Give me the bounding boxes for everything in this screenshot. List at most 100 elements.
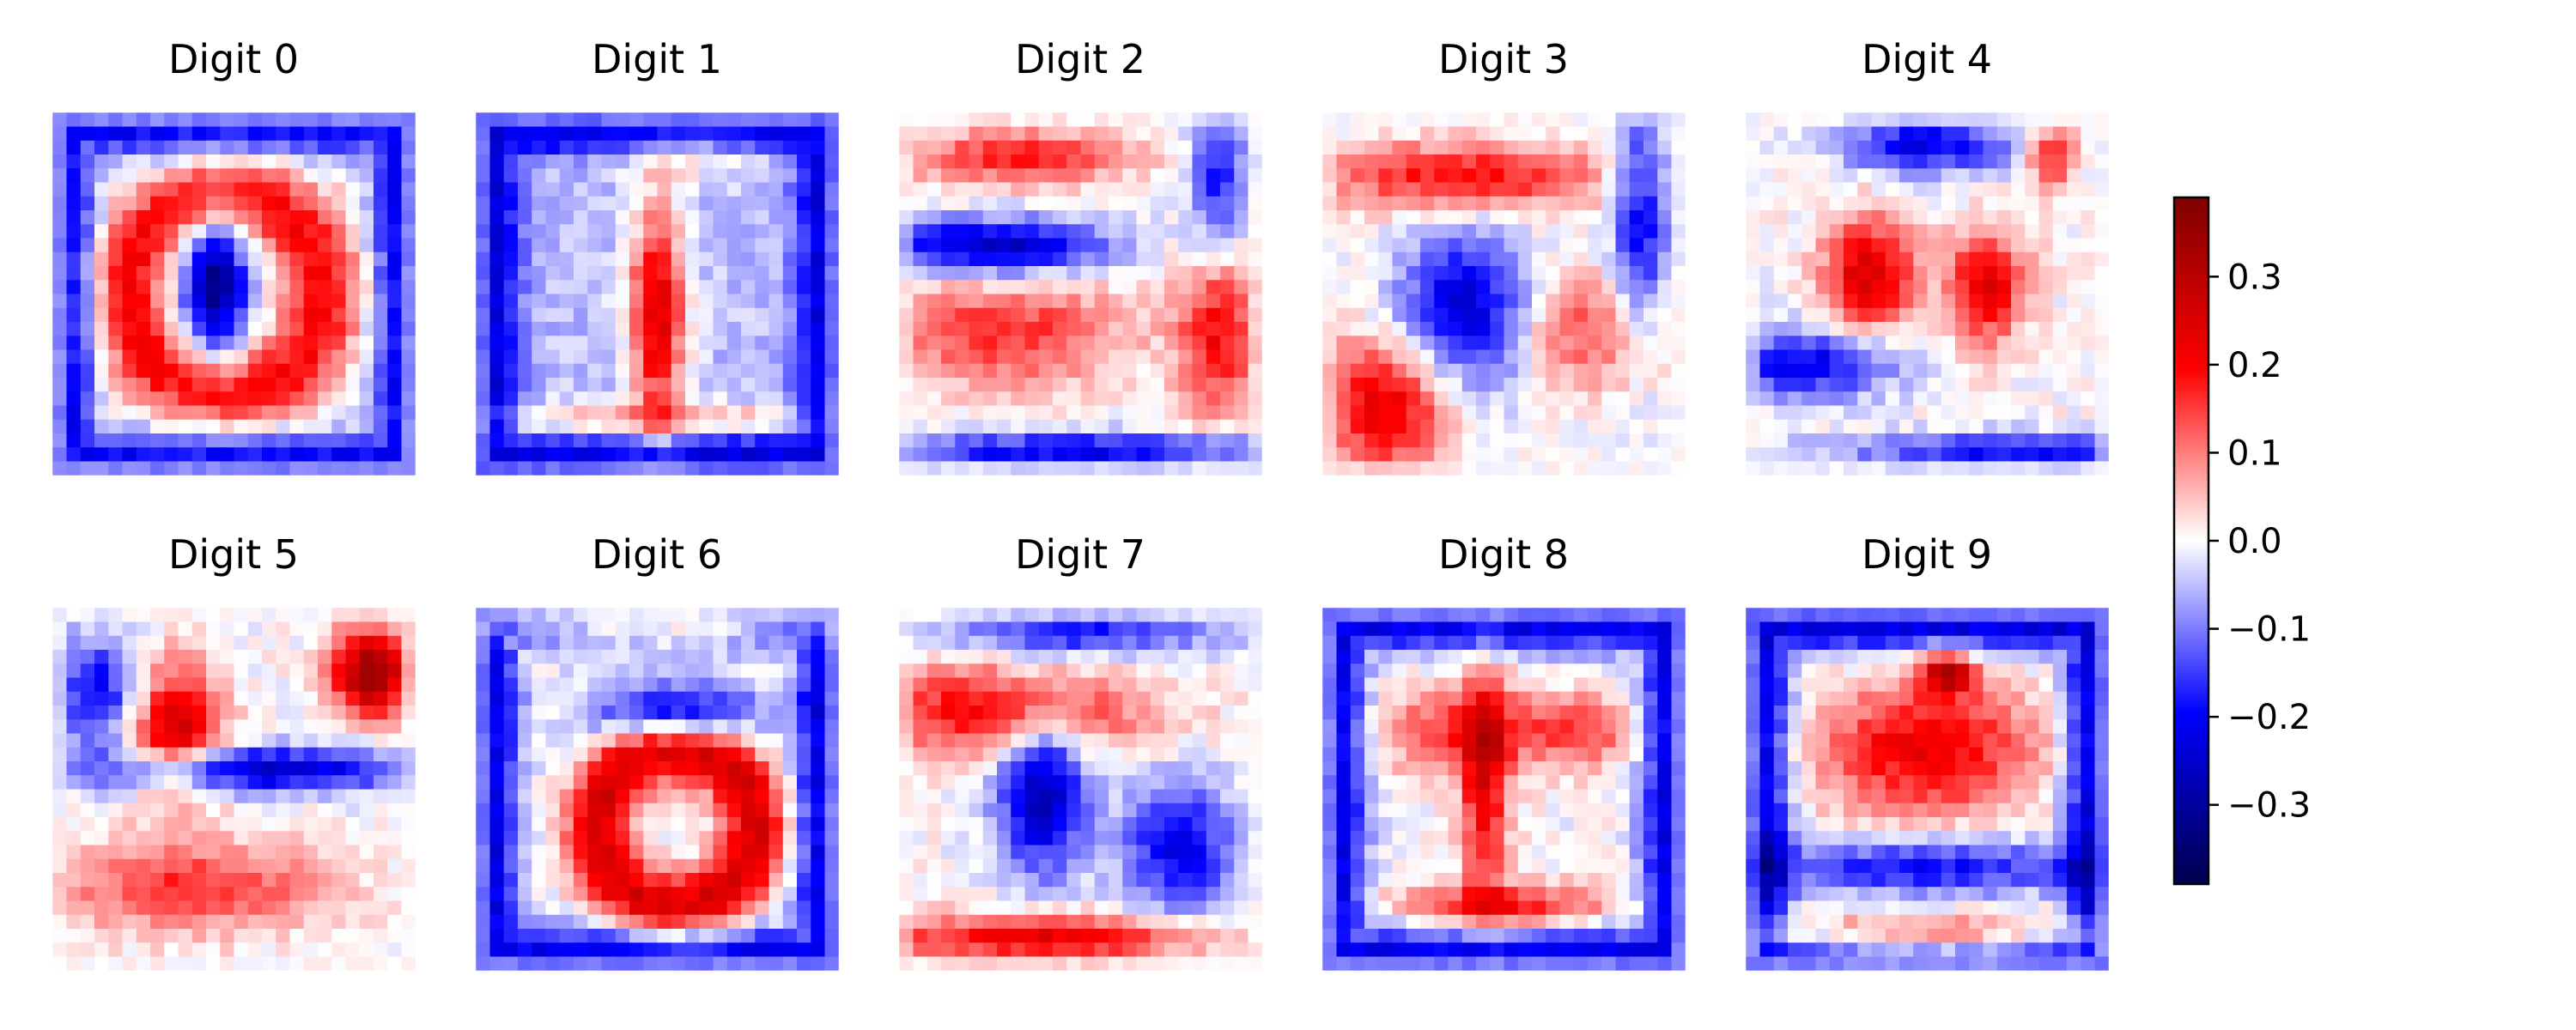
heatmap-cell xyxy=(713,378,728,392)
heatmap-cell xyxy=(1657,378,1673,392)
heatmap-cell xyxy=(462,706,477,720)
heatmap-cell xyxy=(741,154,756,169)
heatmap-cell xyxy=(1024,391,1040,407)
heatmap-cell xyxy=(726,608,742,623)
heatmap-cell xyxy=(108,112,124,128)
heatmap-cell xyxy=(885,349,900,365)
heatmap-cell xyxy=(755,196,770,211)
heatmap-cell xyxy=(955,210,970,225)
heatmap-cell xyxy=(39,761,53,776)
heatmap-cell xyxy=(318,238,332,253)
heatmap-cell xyxy=(629,349,644,365)
heatmap-cell xyxy=(178,99,193,113)
heatmap-cell xyxy=(164,419,179,434)
heatmap-cell xyxy=(726,307,742,323)
heatmap-cell xyxy=(797,182,811,197)
heatmap-cell xyxy=(276,475,291,490)
heatmap-cell xyxy=(2025,419,2040,434)
heatmap-cell xyxy=(824,224,840,239)
heatmap-cell xyxy=(1532,322,1546,336)
heatmap-cell xyxy=(289,251,305,267)
heatmap-cell xyxy=(262,182,276,197)
heatmap-cell xyxy=(969,224,984,239)
heatmap-cell xyxy=(769,706,784,720)
heatmap-cell xyxy=(387,803,403,818)
heatmap-cell xyxy=(387,280,403,295)
heatmap-cell xyxy=(1234,266,1249,281)
heatmap-cell xyxy=(1996,238,2012,253)
heatmap-cell xyxy=(1629,168,1644,184)
heatmap-cell xyxy=(1220,126,1235,142)
heatmap-cell xyxy=(969,112,984,128)
heatmap-cell xyxy=(885,378,900,392)
heatmap-cell xyxy=(1392,419,1407,434)
heatmap-cell xyxy=(462,210,477,225)
heatmap-cell xyxy=(247,391,263,407)
heatmap-cell xyxy=(601,307,617,323)
heatmap-cell xyxy=(1643,461,1658,476)
heatmap-cell xyxy=(1671,126,1686,142)
heatmap-cell xyxy=(191,307,207,323)
heatmap-cell xyxy=(545,419,561,434)
heatmap-cell xyxy=(262,747,276,762)
heatmap-cell xyxy=(1671,475,1686,490)
heatmap-cell xyxy=(318,391,332,407)
heatmap-cell xyxy=(401,663,416,679)
heatmap-cell xyxy=(1941,126,1956,142)
heatmap-cell xyxy=(289,196,305,211)
heatmap-cell xyxy=(1532,433,1546,448)
heatmap-cell xyxy=(726,140,742,155)
heatmap-cell xyxy=(401,621,416,637)
heatmap-cell xyxy=(462,663,477,679)
heatmap-cell xyxy=(303,433,319,448)
heatmap-cell xyxy=(1136,99,1151,113)
heatmap-cell xyxy=(1588,322,1602,336)
heatmap-cell xyxy=(1038,433,1054,448)
heatmap-cell xyxy=(1657,224,1673,239)
heatmap-cell xyxy=(2038,475,2054,490)
heatmap-cell xyxy=(1546,251,1561,267)
heatmap-cell xyxy=(234,336,249,351)
heatmap-cell xyxy=(331,845,347,860)
heatmap-cell xyxy=(1336,475,1352,490)
heatmap-cell xyxy=(1857,419,1873,434)
heatmap-cell xyxy=(178,929,193,943)
heatmap-cell xyxy=(289,419,305,434)
heatmap-cell xyxy=(1364,294,1379,309)
heatmap-cell xyxy=(1053,182,1067,197)
heatmap-cell xyxy=(699,635,714,651)
heatmap-cell xyxy=(1178,154,1194,169)
heatmap-cell xyxy=(289,154,305,169)
heatmap-cell xyxy=(643,140,659,155)
heatmap-cell xyxy=(1885,99,1900,113)
heatmap-cell xyxy=(1759,168,1775,184)
heatmap-cell xyxy=(178,322,193,336)
heatmap-cell xyxy=(699,196,714,211)
heatmap-cell xyxy=(1983,294,1998,309)
heatmap-cell xyxy=(415,154,430,169)
heatmap-cell xyxy=(1322,307,1338,323)
heatmap-cell xyxy=(1150,447,1165,463)
heatmap-cell xyxy=(671,433,686,448)
heatmap-cell xyxy=(276,224,291,239)
heatmap-cell xyxy=(289,475,305,490)
heatmap-cell xyxy=(318,635,332,651)
heatmap-cell xyxy=(885,196,900,211)
heatmap-cell xyxy=(234,677,249,693)
heatmap-cell xyxy=(982,307,998,323)
heatmap-cell xyxy=(574,433,588,448)
heatmap-cell xyxy=(997,154,1012,169)
heatmap-cell xyxy=(838,363,854,379)
heatmap-cell xyxy=(178,873,193,888)
heatmap-cell xyxy=(401,970,416,985)
heatmap-cell xyxy=(587,210,603,225)
heatmap-cell xyxy=(559,266,574,281)
heatmap-cell xyxy=(1857,307,1873,323)
heatmap-cell xyxy=(80,210,95,225)
heatmap-cell xyxy=(1024,112,1040,128)
heatmap-cell xyxy=(374,210,388,225)
heatmap-cell xyxy=(1788,126,1802,142)
heatmap-cell xyxy=(643,336,659,351)
heatmap-cell xyxy=(559,691,574,706)
heatmap-cell xyxy=(782,663,798,679)
